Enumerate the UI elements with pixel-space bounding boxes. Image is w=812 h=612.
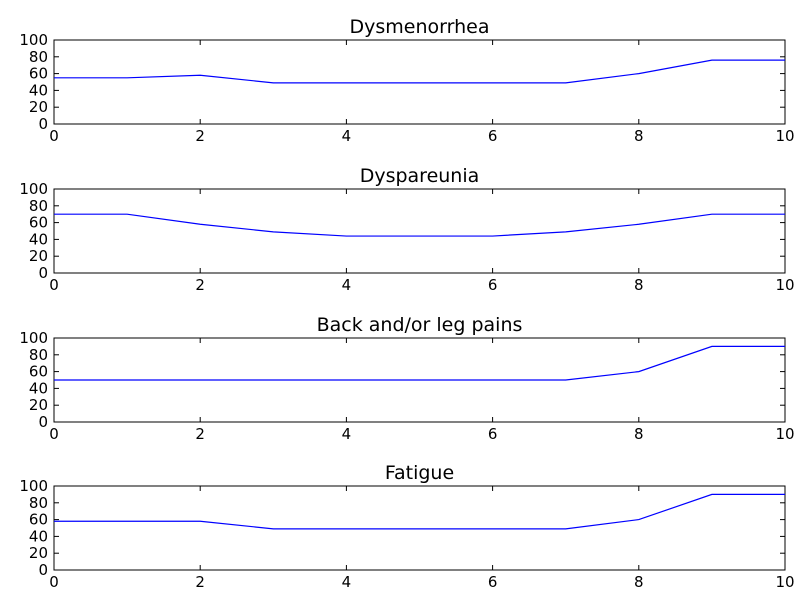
subplot-4-y-tick-label: 40	[29, 527, 48, 545]
subplot-4-y-tick-label: 20	[29, 544, 48, 562]
subplot-4-x-tick-label: 2	[195, 573, 205, 591]
subplot-1-y-tick-label: 80	[29, 48, 48, 66]
subplot-1-x-tick-label: 6	[488, 127, 498, 145]
subplot-1-y-tick-label: 60	[29, 65, 48, 83]
subplot-1-title: Dysmenorrhea	[350, 16, 490, 38]
subplot-3-title: Back and/or leg pains	[317, 314, 523, 336]
subplot-4-x-tick-label: 0	[49, 573, 59, 591]
subplot-1-x-tick-label: 10	[775, 127, 794, 145]
subplot-2-plot-area	[53, 188, 786, 274]
subplot-2-series-line	[54, 213, 785, 237]
subplot-2-x-tick-label: 10	[775, 276, 794, 294]
subplot-1-x-tick-label: 0	[49, 127, 59, 145]
subplot-3-series-line	[54, 345, 785, 381]
subplot-3-x-tick-label: 10	[775, 425, 794, 443]
subplot-3-y-tick-label: 0	[38, 413, 48, 431]
subplot-4-x-tick-label: 10	[775, 573, 794, 591]
subplot-3-x-tick-label: 8	[634, 425, 644, 443]
subplot-2-x-tick-label: 0	[49, 276, 59, 294]
subplot-3-y-tick-label: 40	[29, 379, 48, 397]
subplot-2-y-tick-label: 20	[29, 247, 48, 265]
subplot-2-x-tick-label: 6	[488, 276, 498, 294]
subplot-3-y-tick-label: 20	[29, 396, 48, 414]
subplot-1-series-line	[54, 59, 785, 84]
subplot-3-y-tick-label: 60	[29, 363, 48, 381]
subplot-4-title: Fatigue	[385, 462, 454, 484]
subplot-4-plot-area	[53, 485, 786, 571]
subplot-2-x-tick-label: 4	[342, 276, 352, 294]
subplot-3-x-tick-label: 0	[49, 425, 59, 443]
subplot-4-series-line	[54, 493, 785, 530]
subplot-1-y-tick-label: 40	[29, 81, 48, 99]
subplot-1-x-tick-label: 4	[342, 127, 352, 145]
subplot-3-x-tick-label: 4	[342, 425, 352, 443]
subplot-4-y-tick-label: 0	[38, 561, 48, 579]
subplot-1-y-tick-label: 100	[19, 31, 48, 49]
subplot-1-x-tick-label: 8	[634, 127, 644, 145]
subplot-2-x-tick-label: 8	[634, 276, 644, 294]
subplot-2-y-tick-label: 60	[29, 214, 48, 232]
subplot-1-y-tick-label: 0	[38, 115, 48, 133]
subplot-4-y-tick-label: 100	[19, 477, 48, 495]
subplot-4-y-tick-label: 60	[29, 511, 48, 529]
subplot-4-x-tick-label: 4	[342, 573, 352, 591]
subplot-2-y-tick-label: 0	[38, 264, 48, 282]
subplot-1-x-tick-label: 2	[195, 127, 205, 145]
subplot-2-title: Dyspareunia	[360, 165, 480, 187]
subplot-2-y-tick-label: 100	[19, 180, 48, 198]
subplot-2-y-tick-label: 40	[29, 230, 48, 248]
subplot-2-x-tick-label: 2	[195, 276, 205, 294]
subplot-3-y-tick-label: 80	[29, 346, 48, 364]
subplot-3-x-tick-label: 2	[195, 425, 205, 443]
subplot-1-plot-area	[53, 39, 786, 125]
subplot-4-x-tick-label: 8	[634, 573, 644, 591]
subplot-2-y-tick-label: 80	[29, 197, 48, 215]
subplot-3-y-tick-label: 100	[19, 329, 48, 347]
subplot-3-x-tick-label: 6	[488, 425, 498, 443]
subplot-4-x-tick-label: 6	[488, 573, 498, 591]
subplot-1-y-tick-label: 20	[29, 98, 48, 116]
subplot-4-y-tick-label: 80	[29, 494, 48, 512]
